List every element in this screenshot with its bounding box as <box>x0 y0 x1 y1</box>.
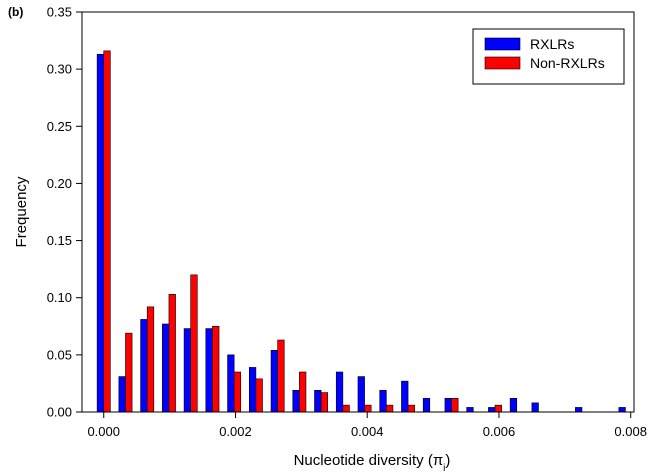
y-tick-label: 0.10 <box>47 290 72 305</box>
bar-non-rxlrs-16 <box>451 397 459 413</box>
legend-label-non-rxlrs: Non-RXLRs <box>530 55 605 71</box>
legend-label-rxlrs: RXLRs <box>530 36 574 52</box>
bar-non-rxlrs-6 <box>233 371 242 413</box>
legend-swatch-non-rxlrs <box>484 56 521 70</box>
bar-rxlrs-24 <box>618 407 626 413</box>
bar-rxlrs-18 <box>488 407 496 413</box>
bar-rxlrs-2 <box>140 319 148 413</box>
y-axis: 0.00 0.05 0.10 0.15 0.20 0.25 0.30 0.35 <box>47 5 82 420</box>
x-axis: 0.000 0.002 0.004 0.006 0.008 <box>87 412 647 439</box>
x-tick-label: 0.008 <box>614 424 647 439</box>
bar-rxlrs-16 <box>444 397 452 413</box>
bar-rxlrs-15 <box>422 397 431 413</box>
bar-non-rxlrs-1 <box>125 332 133 413</box>
bar-non-rxlrs-0 <box>103 50 111 413</box>
bar-rxlrs-14 <box>401 380 409 413</box>
x-tick-label: 0.006 <box>483 424 516 439</box>
bar-rxlrs-5 <box>205 328 213 413</box>
y-tick-label: 0.30 <box>47 62 72 77</box>
legend: RXLRs Non-RXLRs <box>472 28 625 85</box>
legend-swatch-rxlrs <box>484 37 521 51</box>
bar-rxlrs-4 <box>183 328 191 413</box>
bar-non-rxlrs-5 <box>212 325 220 413</box>
bar-rxlrs-11 <box>335 371 344 413</box>
bar-non-rxlrs-10 <box>320 392 329 413</box>
y-tick-label: 0.25 <box>47 119 72 134</box>
bar-non-rxlrs-2 <box>146 306 155 413</box>
bar-rxlrs-1 <box>118 376 126 413</box>
bar-non-rxlrs-18 <box>494 404 502 413</box>
bar-non-rxlrs-11 <box>342 404 350 413</box>
bar-rxlrs-17 <box>466 407 474 413</box>
bar-rxlrs-6 <box>227 354 235 413</box>
bar-rxlrs-7 <box>248 367 257 413</box>
bar-rxlrs-22 <box>575 407 583 413</box>
bar-non-rxlrs-12 <box>364 404 372 413</box>
x-axis-title: Nucleotide diversity (πi) <box>294 452 451 473</box>
bar-non-rxlrs-7 <box>255 378 263 413</box>
y-tick-label: 0.00 <box>47 405 72 420</box>
bar-non-rxlrs-4 <box>190 274 198 413</box>
bar-rxlrs-8 <box>270 349 278 413</box>
x-tick-label: 0.004 <box>351 424 384 439</box>
y-tick-label: 0.20 <box>47 176 72 191</box>
bar-non-rxlrs-8 <box>277 339 285 413</box>
bar-non-rxlrs-14 <box>407 404 415 413</box>
bar-rxlrs-13 <box>379 389 387 413</box>
plot-area <box>81 11 635 413</box>
x-tick-label: 0.002 <box>219 424 252 439</box>
bar-non-rxlrs-13 <box>386 404 394 413</box>
x-tick-label: 0.000 <box>87 424 120 439</box>
bar-non-rxlrs-3 <box>168 293 176 413</box>
bar-rxlrs-12 <box>357 376 365 413</box>
y-tick-label: 0.35 <box>47 5 72 20</box>
bar-rxlrs-20 <box>531 402 539 413</box>
y-tick-label: 0.05 <box>47 347 72 362</box>
bar-rxlrs-0 <box>96 53 105 413</box>
bar-non-rxlrs-9 <box>299 371 307 413</box>
bar-rxlrs-9 <box>292 389 300 413</box>
bar-rxlrs-3 <box>162 323 170 413</box>
y-axis-title: Frequency <box>13 176 30 247</box>
panel-label: (b) <box>8 5 23 19</box>
y-tick-label: 0.15 <box>47 233 72 248</box>
bar-rxlrs-10 <box>314 389 322 413</box>
bar-rxlrs-19 <box>509 397 518 413</box>
bars-group <box>96 50 626 413</box>
